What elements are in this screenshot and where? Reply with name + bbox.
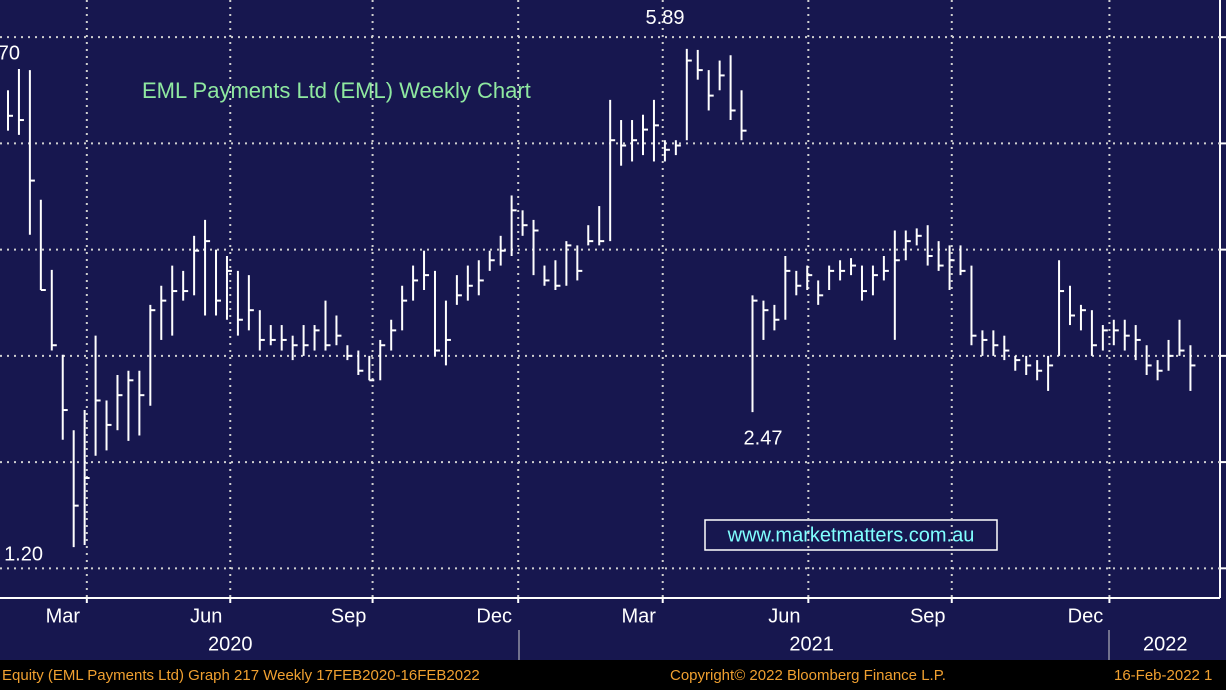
x-tick-label: Dec <box>476 605 512 627</box>
x-tick-label: Dec <box>1068 605 1104 627</box>
watermark: www.marketmatters.com.au <box>727 524 975 546</box>
background <box>0 0 1226 660</box>
annotation: 5.89 <box>646 7 685 29</box>
x-tick-label: Sep <box>910 605 946 627</box>
year-label: 2021 <box>789 633 834 655</box>
watermark-box <box>704 519 998 551</box>
year-label: 2022 <box>1143 633 1188 655</box>
annotation: 5.70 <box>0 42 20 64</box>
footer-right: 16-Feb-2022 1 <box>1114 667 1212 684</box>
x-tick-label: Jun <box>768 605 800 627</box>
footer-band <box>0 660 1226 690</box>
chart-title: EML Payments Ltd (EML) Weekly Chart <box>142 78 531 103</box>
annotation: 2.47 <box>744 427 783 449</box>
year-label: 2020 <box>208 633 253 655</box>
x-tick-label: Mar <box>621 605 656 627</box>
footer-center: Copyright© 2022 Bloomberg Finance L.P. <box>670 667 946 684</box>
footer-left: Equity (EML Payments Ltd) Graph 217 Week… <box>2 667 480 684</box>
annotation: 1.20 <box>4 543 43 565</box>
x-tick-label: Jun <box>190 605 222 627</box>
x-tick-label: Mar <box>46 605 81 627</box>
x-tick-label: Sep <box>331 605 367 627</box>
